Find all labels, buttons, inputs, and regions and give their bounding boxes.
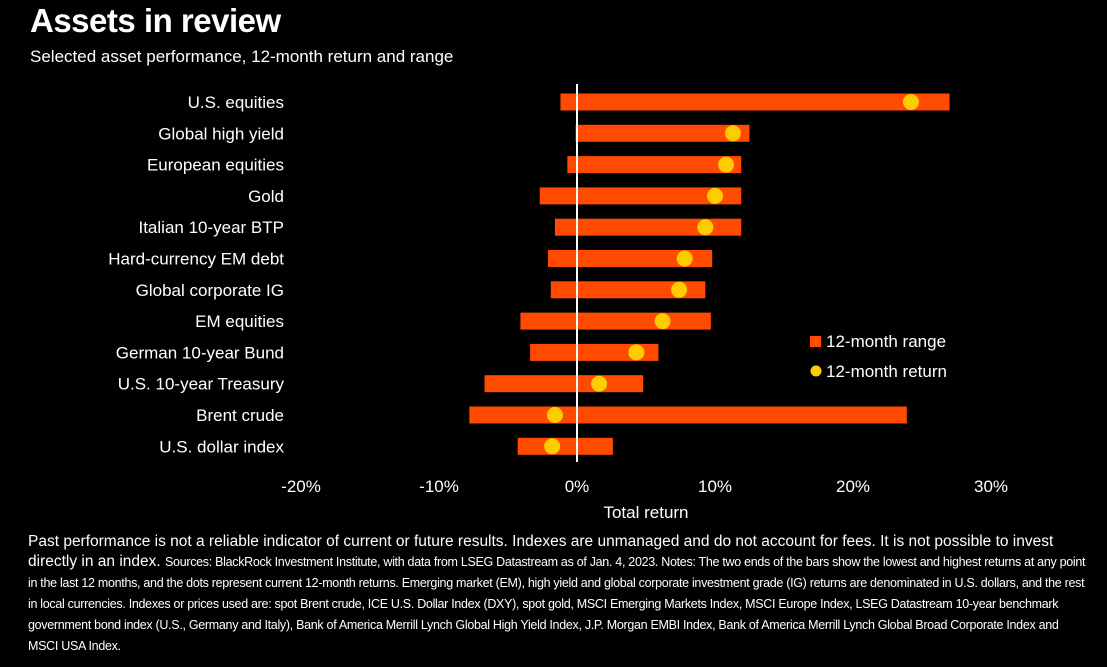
footnote: Past performance is not a reliable indic… — [28, 532, 1088, 657]
range-bar-hard-currency-em-debt — [548, 250, 713, 267]
return-dot-em-equities — [654, 313, 671, 330]
x-tick-label: 30% — [974, 477, 1008, 496]
x-tick-labels: -20% -10% 0% 10% 20% 30% — [281, 477, 1008, 496]
x-tick-label: 0% — [565, 477, 590, 496]
sources-text: Sources: BlackRock Investment Institute,… — [28, 555, 1086, 653]
x-tick-label: 10% — [698, 477, 732, 496]
x-tick-label: -10% — [419, 477, 459, 496]
category-labels: U.S. equities Global high yield European e… — [108, 93, 284, 456]
range-bar-global-high-yield — [575, 124, 750, 142]
category-label-gold: Gold — [248, 187, 284, 206]
x-axis-label: Total return — [603, 503, 688, 522]
range-bar-u-s-dollar-index — [517, 437, 613, 455]
category-label-german-10-year-bund: German 10-year Bund — [116, 343, 284, 362]
x-tick-label: 20% — [836, 477, 870, 496]
return-dot-u-s-10-year-treasury — [591, 375, 608, 392]
range-bar-gold — [539, 187, 742, 205]
range-bar-german-10-year-bund — [530, 343, 659, 361]
legend-range-swatch — [810, 336, 821, 347]
category-label-global-high-yield: Global high yield — [158, 124, 284, 143]
return-dot-global-corporate-ig — [671, 281, 688, 298]
range-bars — [469, 93, 950, 455]
chart-subtitle: Selected asset performance, 12-month ret… — [30, 47, 454, 66]
return-dot-european-equities — [718, 156, 735, 173]
category-label-hard-currency-em-debt: Hard-currency EM debt — [108, 250, 284, 269]
legend-return-swatch — [810, 365, 822, 377]
return-dot-italian-10-year-btp — [697, 219, 714, 236]
range-bar-u-s-equities — [560, 93, 950, 111]
range-bar-em-equities — [520, 312, 711, 330]
return-dot-german-10-year-bund — [628, 344, 645, 361]
return-dot-hard-currency-em-debt — [676, 250, 693, 267]
return-dot-gold — [707, 187, 723, 204]
legend-range-label: 12-month range — [826, 332, 946, 351]
category-label-european-equities: European equities — [147, 156, 284, 175]
return-dot-u-s-equities — [902, 94, 919, 110]
return-dot-u-s-dollar-index — [544, 438, 561, 455]
range-bar-italian-10-year-btp — [554, 218, 742, 236]
chart-title: Assets in review — [30, 2, 281, 39]
range-bar-brent-crude — [469, 406, 907, 424]
range-bar-european-equities — [567, 156, 742, 174]
return-dot-global-high-yield — [724, 125, 741, 142]
category-label-global-corporate-ig: Global corporate IG — [136, 281, 284, 300]
legend: 12-month range 12-month return — [810, 332, 947, 381]
category-label-u-s-10-year-treasury: U.S. 10-year Treasury — [118, 375, 285, 394]
x-tick-label: -20% — [281, 477, 321, 496]
return-dots — [544, 94, 919, 455]
range-bar-u-s-10-year-treasury — [484, 375, 644, 393]
return-dot-brent-crude — [546, 407, 563, 423]
category-label-u-s-equities: U.S. equities — [188, 93, 284, 112]
category-label-brent-crude: Brent crude — [196, 406, 284, 425]
category-label-em-equities: EM equities — [195, 312, 284, 331]
range-bar-global-corporate-ig — [550, 281, 706, 299]
range-chart: U.S. equities Global high yield European e… — [108, 84, 1008, 522]
legend-return-label: 12-month return — [826, 362, 947, 381]
category-label-italian-10-year-btp: Italian 10-year BTP — [138, 218, 284, 237]
disclaimer-text: Past performance is not a reliable indic… — [28, 533, 1054, 570]
category-label-u-s-dollar-index: U.S. dollar index — [159, 437, 284, 456]
